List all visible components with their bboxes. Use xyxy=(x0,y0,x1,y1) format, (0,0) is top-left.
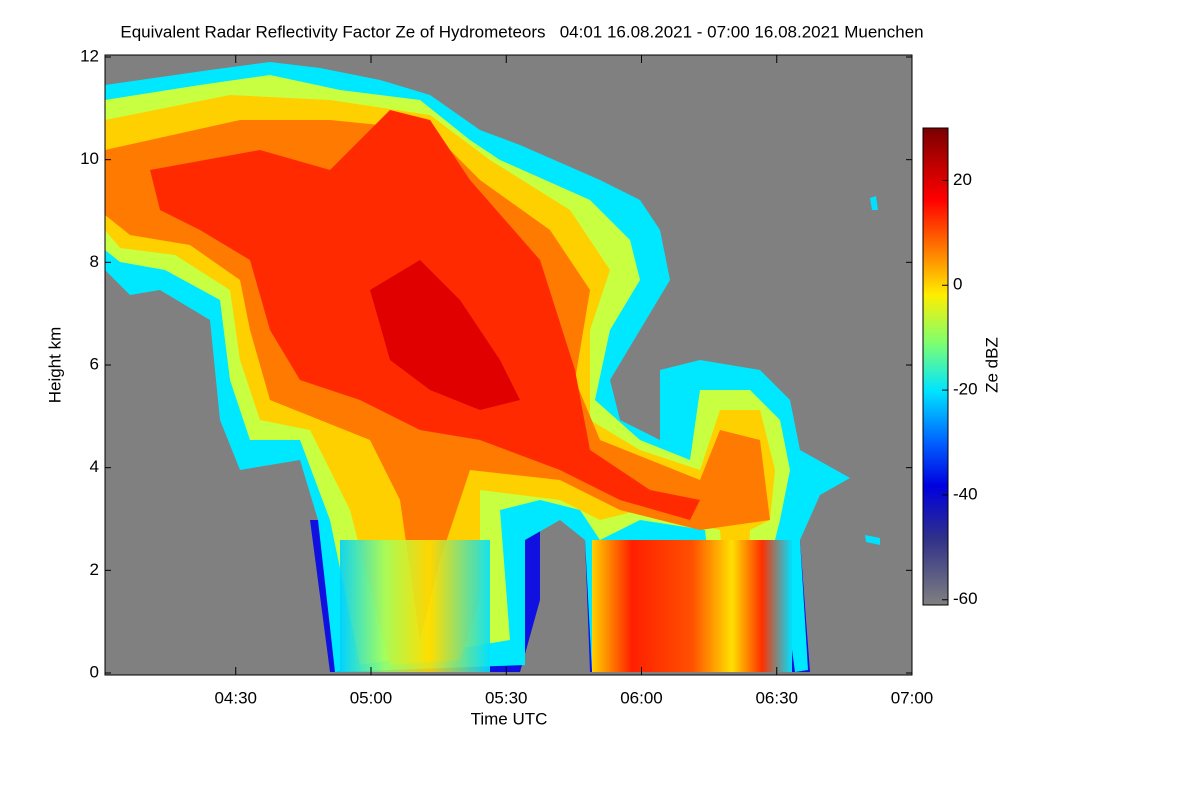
y-axis-label: Height km xyxy=(45,327,64,404)
colorbar-tick-label: -40 xyxy=(953,484,978,503)
chart-title: Equivalent Radar Reflectivity Factor Ze … xyxy=(120,22,923,41)
x-tick-label: 04:30 xyxy=(214,688,257,707)
x-tick-label: 05:00 xyxy=(350,688,393,707)
y-tick-label: 8 xyxy=(90,252,99,271)
y-tick-label: 6 xyxy=(90,354,99,373)
y-tick-label: 4 xyxy=(90,457,99,476)
colorbar-label: Ze dBZ xyxy=(982,337,1001,393)
radar-field xyxy=(105,55,912,675)
colorbar-tick-label: 20 xyxy=(953,170,972,189)
x-tick-label: 07:00 xyxy=(891,688,934,707)
y-tick-label: 0 xyxy=(90,662,99,681)
colorbar-tick-label: 0 xyxy=(953,275,962,294)
colorbar xyxy=(922,127,949,606)
y-tick-label: 12 xyxy=(80,46,99,65)
colorbar-tick-label: -20 xyxy=(953,380,978,399)
x-tick-label: 06:30 xyxy=(755,688,798,707)
x-tick-label: 06:00 xyxy=(620,688,663,707)
x-axis-label: Time UTC xyxy=(471,709,548,728)
x-tick-label: 05:30 xyxy=(485,688,528,707)
y-tick-label: 10 xyxy=(80,149,99,168)
y-tick-label: 2 xyxy=(90,560,99,579)
colorbar-tick-label: -60 xyxy=(953,589,978,608)
